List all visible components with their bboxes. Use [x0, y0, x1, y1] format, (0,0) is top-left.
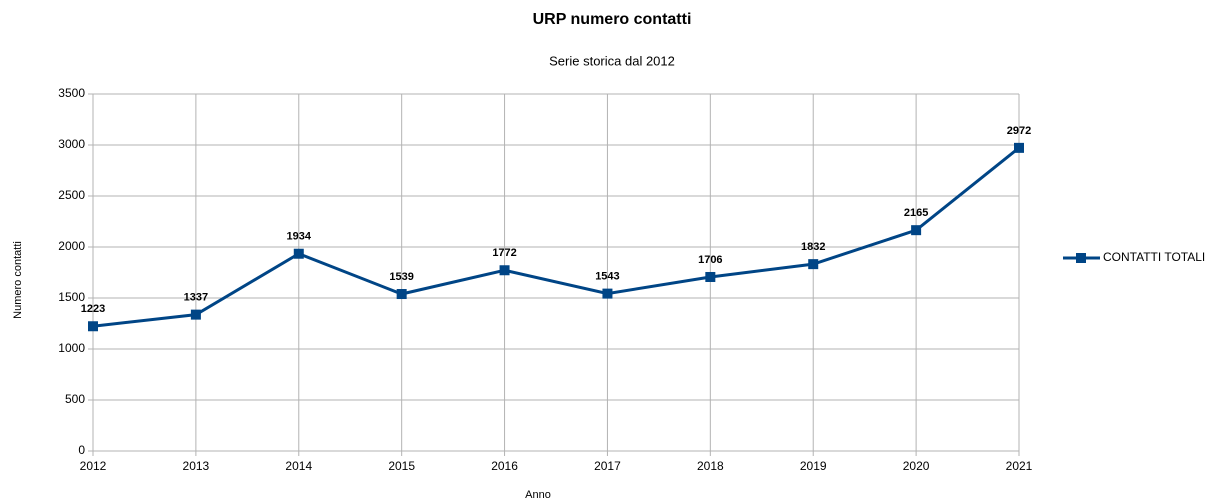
marker — [88, 321, 98, 332]
x-tick-label: 2018 — [697, 459, 724, 473]
data-label: 1934 — [287, 231, 312, 243]
marker — [499, 265, 510, 276]
y-tick-label: 2500 — [58, 188, 85, 202]
x-tick-label: 2014 — [285, 459, 312, 473]
y-tick-label: 1000 — [58, 341, 85, 355]
marker — [705, 271, 716, 282]
y-tick-label: 3500 — [58, 86, 85, 100]
marker — [602, 288, 613, 299]
x-tick-label: 2019 — [800, 459, 827, 473]
y-tick-label: 0 — [78, 443, 85, 457]
y-tick-label: 1500 — [58, 290, 85, 304]
y-axis-label: Numero contatti — [12, 241, 24, 319]
marker — [911, 225, 922, 236]
x-axis-label: Anno — [525, 489, 551, 501]
line — [92, 146, 1020, 328]
x-tick-label: 2017 — [594, 459, 621, 473]
x-tick-label: 2012 — [80, 459, 107, 473]
marker — [396, 289, 407, 300]
marker — [1014, 142, 1024, 153]
y-tick-label: 500 — [65, 392, 85, 406]
data-label: 2972 — [1007, 125, 1031, 137]
legend-marker — [1076, 253, 1086, 263]
x-tick-label: 2015 — [388, 459, 415, 473]
x-tick-label: 2021 — [1006, 459, 1033, 473]
marker — [293, 248, 304, 259]
data-label: 2165 — [904, 207, 928, 219]
chart-title: URP numero contatti — [533, 11, 692, 28]
data-label: 1337 — [184, 292, 208, 304]
data-label: 1772 — [492, 247, 516, 259]
data-label: 1223 — [81, 303, 105, 315]
data-label: 1543 — [595, 271, 619, 283]
marker — [808, 259, 819, 270]
x-tick-label: 2013 — [183, 459, 210, 473]
y-tick-label: 2000 — [58, 239, 85, 253]
x-tick-label: 2016 — [491, 459, 518, 473]
data-label: 1706 — [698, 254, 722, 266]
legend-label: CONTATTI TOTALI — [1103, 250, 1205, 264]
x-tick-label: 2020 — [903, 459, 930, 473]
chart-subtitle: Serie storica dal 2012 — [549, 53, 675, 68]
marker — [190, 309, 201, 320]
data-label: 1832 — [801, 241, 825, 253]
y-tick-label: 3000 — [58, 137, 85, 151]
data-label: 1539 — [389, 271, 413, 283]
